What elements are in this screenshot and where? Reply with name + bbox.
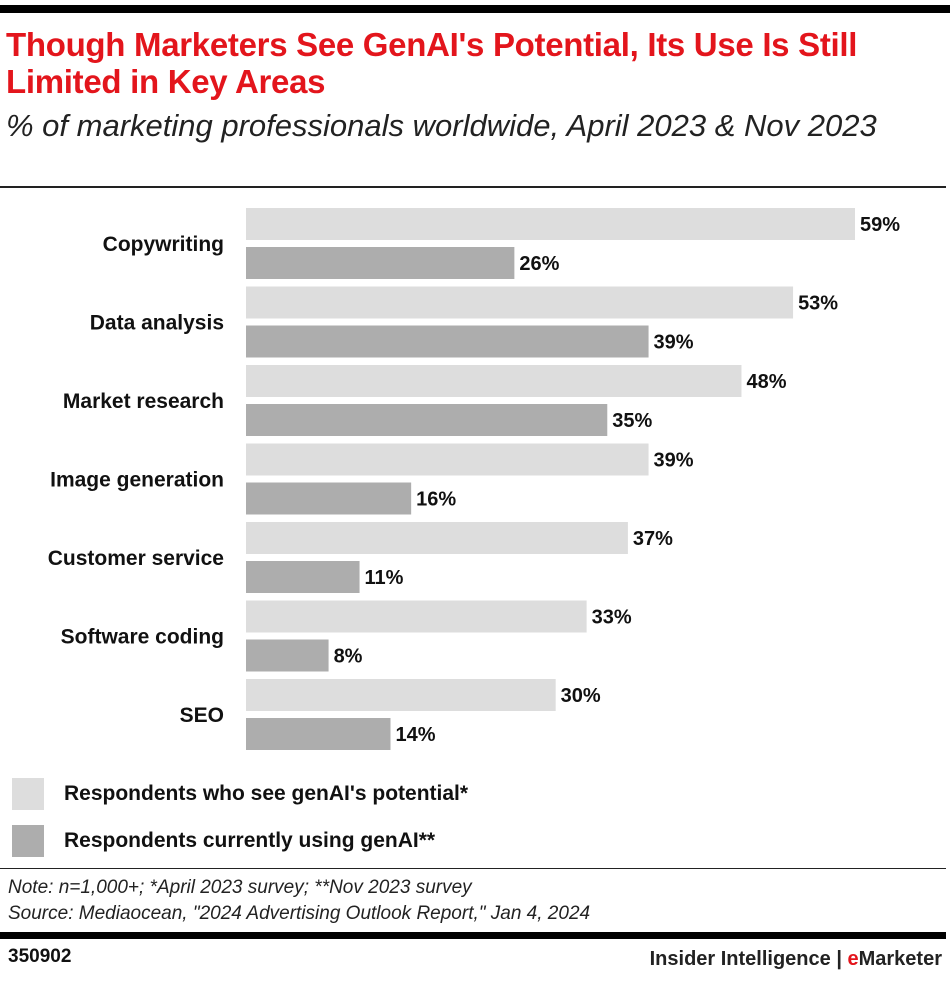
- divider: [0, 868, 946, 869]
- bar: [246, 561, 360, 593]
- data-label: 26%: [519, 253, 559, 275]
- bar: [246, 404, 608, 436]
- bar: [246, 443, 649, 476]
- category-label: Copywriting: [103, 233, 224, 256]
- data-label: 35%: [612, 410, 652, 432]
- category-label: Image generation: [50, 469, 224, 492]
- data-label: 39%: [654, 450, 694, 472]
- brand-left: Insider Intelligence |: [649, 948, 848, 970]
- bar: [246, 639, 329, 672]
- brand-e: e: [847, 948, 859, 970]
- category-label: Market research: [63, 390, 224, 413]
- chart-subtitle: % of marketing professionals worldwide, …: [6, 108, 877, 143]
- bar: [246, 600, 587, 633]
- source-text: Source: Mediaocean, "2024 Advertising Ou…: [8, 903, 591, 924]
- data-label: 39%: [654, 332, 694, 354]
- category-label: Software coding: [61, 626, 224, 649]
- legend-swatch: [12, 778, 44, 810]
- data-label: 48%: [746, 371, 786, 393]
- bar: [246, 325, 649, 358]
- data-label: 8%: [334, 646, 363, 668]
- top-bar: [0, 5, 950, 13]
- brand-logo: Insider Intelligence | eMarketer: [650, 948, 942, 971]
- footer-bar: [0, 932, 946, 939]
- chart-title: Though Marketers See GenAI's Potential, …: [6, 26, 858, 100]
- divider: [0, 186, 946, 188]
- chart-id: 350902: [8, 946, 72, 967]
- bar: [246, 679, 556, 711]
- legend-label: Respondents who see genAI's potential*: [64, 782, 469, 805]
- brand-right: Marketer: [858, 948, 942, 970]
- bar: [246, 522, 628, 554]
- legend-label: Respondents currently using genAI**: [64, 829, 436, 852]
- legend-item-potential: Respondents who see genAI's potential*: [12, 778, 468, 810]
- bar: [246, 482, 412, 515]
- bar: [246, 247, 515, 279]
- bar: [246, 208, 855, 240]
- data-label: 37%: [633, 528, 673, 550]
- note-text: Note: n=1,000+; *April 2023 survey; **No…: [8, 877, 472, 898]
- data-label: 53%: [798, 293, 838, 315]
- category-label: Data analysis: [90, 312, 224, 335]
- category-label: Customer service: [48, 547, 224, 570]
- bar: [246, 718, 391, 750]
- data-label: 16%: [416, 489, 456, 511]
- legend-swatch: [12, 825, 44, 857]
- data-label: 11%: [365, 567, 404, 589]
- data-label: 30%: [561, 685, 601, 707]
- notes: Note: n=1,000+; *April 2023 survey; **No…: [8, 875, 590, 927]
- category-label: SEO: [180, 704, 224, 727]
- data-label: 14%: [396, 724, 436, 746]
- data-label: 33%: [592, 607, 632, 629]
- bar: [246, 286, 794, 319]
- data-label: 59%: [860, 214, 900, 236]
- legend-item-using: Respondents currently using genAI**: [12, 825, 435, 857]
- bar-chart: Copywriting 59% 26% Data analysis 53% 39% Mark…: [48, 208, 900, 750]
- bar: [246, 365, 742, 397]
